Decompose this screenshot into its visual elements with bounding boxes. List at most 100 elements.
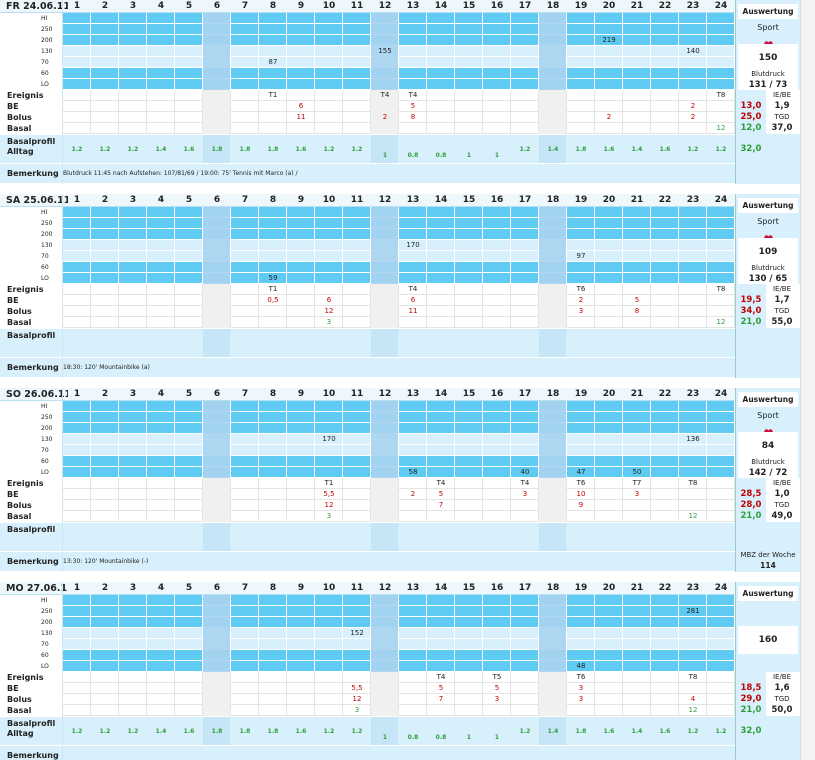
glucose-value: 47 <box>576 468 586 476</box>
day-date: SO 26.06.11 <box>6 389 68 400</box>
ereignis-value: T8 <box>716 285 726 293</box>
avg-box <box>738 432 798 460</box>
glucose-row <box>63 24 735 35</box>
hour-header: 19 <box>574 1 588 11</box>
basalprofil-value: 1.8 <box>575 146 587 153</box>
summary-title: Auswertung <box>742 589 794 598</box>
bolus-total: 25,0 <box>740 112 762 122</box>
ie-be-value: 1,7 <box>774 295 790 305</box>
glucose-value: 155 <box>378 47 392 55</box>
ie-be-value: 1,6 <box>774 683 790 693</box>
sport-label: Sport <box>757 217 779 226</box>
tgd-label: TGD <box>774 113 790 121</box>
day-date: MO 27.06.11 <box>6 583 68 594</box>
hour-header: 7 <box>241 583 249 593</box>
glucose-row-label: 130 <box>41 242 53 249</box>
header-row <box>0 388 736 401</box>
basalprofil-value: 1 <box>494 152 500 159</box>
basalprofil-total: 32,0 <box>740 726 762 736</box>
basal-value: 3 <box>326 318 332 326</box>
hour-header: 10 <box>322 1 336 11</box>
hour-header: 20 <box>602 195 616 205</box>
hour-header: 2 <box>101 583 109 593</box>
glucose-row <box>63 13 735 24</box>
summary-values-box <box>766 478 800 522</box>
hour-header: 13 <box>406 195 420 205</box>
ereignis-value: T6 <box>576 479 586 487</box>
bp-label: Blutdruck <box>751 458 785 466</box>
event-row-label: Bolus <box>7 307 32 316</box>
glucose-row <box>63 650 735 661</box>
summary-title-box <box>738 4 798 19</box>
hour-header: 8 <box>269 583 277 593</box>
shaded-column <box>371 478 398 522</box>
hour-header: 2 <box>101 1 109 11</box>
hour-header: 21 <box>630 389 644 399</box>
basalprofil-value: 1.2 <box>71 728 83 735</box>
hour-header: 16 <box>490 195 504 205</box>
ie-be-label: IE/BE <box>772 91 792 99</box>
basalprofil-value: 1.6 <box>659 146 671 153</box>
hour-header: 17 <box>518 1 532 11</box>
glucose-row-label: LO <box>41 81 49 88</box>
ereignis-value: T4 <box>408 91 418 99</box>
bolus-value: 3 <box>578 695 584 703</box>
panel-separator <box>735 0 736 184</box>
glucose-row-label: LO <box>41 275 49 282</box>
ereignis-value: T8 <box>688 479 698 487</box>
bp-label: Blutdruck <box>751 70 785 78</box>
avg-box <box>738 44 798 72</box>
event-row-label: Ereignis <box>7 479 44 488</box>
basalprofil-value: 1.6 <box>183 146 195 153</box>
be-value: 5 <box>494 684 500 692</box>
shaded-column <box>371 135 398 163</box>
shaded-column <box>539 13 566 90</box>
event-row-label: Basal <box>7 124 32 133</box>
be-total: 13,0 <box>740 101 762 111</box>
basalprofil-value: 1.4 <box>155 728 167 735</box>
glucose-row <box>63 661 735 672</box>
hour-header: 22 <box>658 583 672 593</box>
event-row-label: Ereignis <box>7 285 44 294</box>
hour-header: 10 <box>322 389 336 399</box>
shaded-column <box>371 401 398 478</box>
bemerkung-label: Bemerkung <box>7 363 59 372</box>
bolus-value: 9 <box>578 501 584 509</box>
ereignis-value: T5 <box>492 673 502 681</box>
be-value: 3 <box>522 490 528 498</box>
bp-value: 130 / 65 <box>748 274 788 284</box>
basalprofil-value: 1.2 <box>351 146 363 153</box>
basalprofil-row <box>0 716 736 746</box>
event-row-label: Ereignis <box>7 673 44 682</box>
event-row <box>63 489 735 500</box>
event-row <box>63 672 735 683</box>
ie-be-label: IE/BE <box>772 673 792 681</box>
glucose-value: 281 <box>686 607 700 615</box>
glucose-value: 50 <box>632 468 642 476</box>
be-value: 6 <box>298 102 304 110</box>
column-separator <box>62 0 63 184</box>
basalprofil-value: 1.2 <box>99 146 111 153</box>
glucose-value: 152 <box>350 629 364 637</box>
event-row-label: Basal <box>7 512 32 521</box>
avg-value: 109 <box>758 247 778 257</box>
bolus-value: 3 <box>578 307 584 315</box>
glucose-row <box>63 207 735 218</box>
bolus-value: 2 <box>690 113 696 121</box>
glucose-row <box>63 467 735 478</box>
avg-box <box>738 626 798 654</box>
bp-value: 131 / 73 <box>748 80 788 90</box>
basalprofil-value: 1 <box>466 734 472 741</box>
column-separator <box>62 194 63 378</box>
shaded-column <box>539 478 566 522</box>
hour-header: 20 <box>602 1 616 11</box>
hour-header: 5 <box>185 583 193 593</box>
hour-header: 21 <box>630 1 644 11</box>
basalprofil-value: 1.6 <box>659 728 671 735</box>
ereignis-value: T7 <box>632 479 642 487</box>
shaded-column <box>371 595 398 672</box>
bemerkung-label: Bemerkung <box>7 751 59 760</box>
hour-header: 22 <box>658 389 672 399</box>
hour-header: 9 <box>297 195 305 205</box>
